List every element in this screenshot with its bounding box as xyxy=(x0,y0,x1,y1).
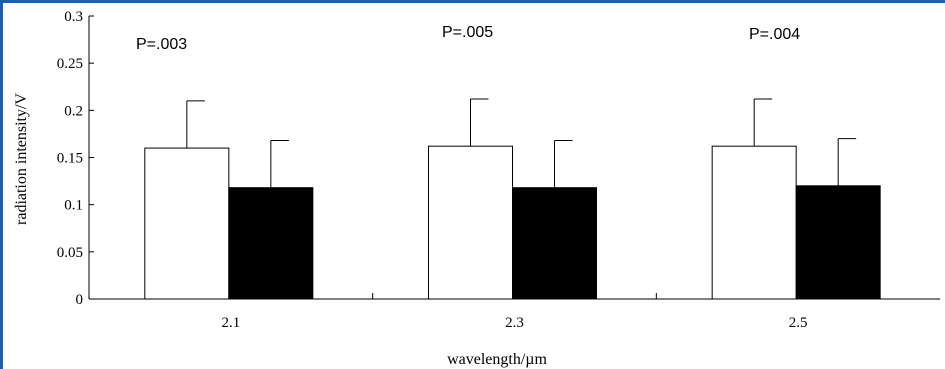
labels: 2.1 P=.003 2.3 P=.005 2.5 P=.004 xyxy=(136,24,808,331)
y-tick-label: 0.05 xyxy=(57,245,83,261)
bar xyxy=(795,185,881,300)
y-tick-label: 0.2 xyxy=(64,103,83,119)
bar xyxy=(144,147,230,300)
bar xyxy=(711,145,797,300)
x-axis-title: wavelength/µm xyxy=(447,351,547,368)
y-tick-label: 0.15 xyxy=(57,151,83,167)
y-axis-title: radiation intensity/V xyxy=(13,93,30,225)
y-tick-label: 0.3 xyxy=(64,9,83,25)
bar xyxy=(228,187,314,300)
bar xyxy=(428,145,513,300)
p-value-annotation: P=.005 xyxy=(442,24,493,41)
x-tick-label: 2.5 xyxy=(789,315,808,331)
x-tick-label: 2.1 xyxy=(221,315,240,331)
p-value-annotation: P=.004 xyxy=(749,26,800,43)
y-tick-label: 0.1 xyxy=(64,198,83,214)
y-tick-label: 0 xyxy=(76,292,84,308)
x-tick-label: 2.3 xyxy=(505,315,524,331)
bars xyxy=(144,98,881,300)
p-value-annotation: P=.003 xyxy=(136,36,187,53)
y-tick-label: 0.25 xyxy=(57,56,83,72)
bar xyxy=(512,187,597,300)
